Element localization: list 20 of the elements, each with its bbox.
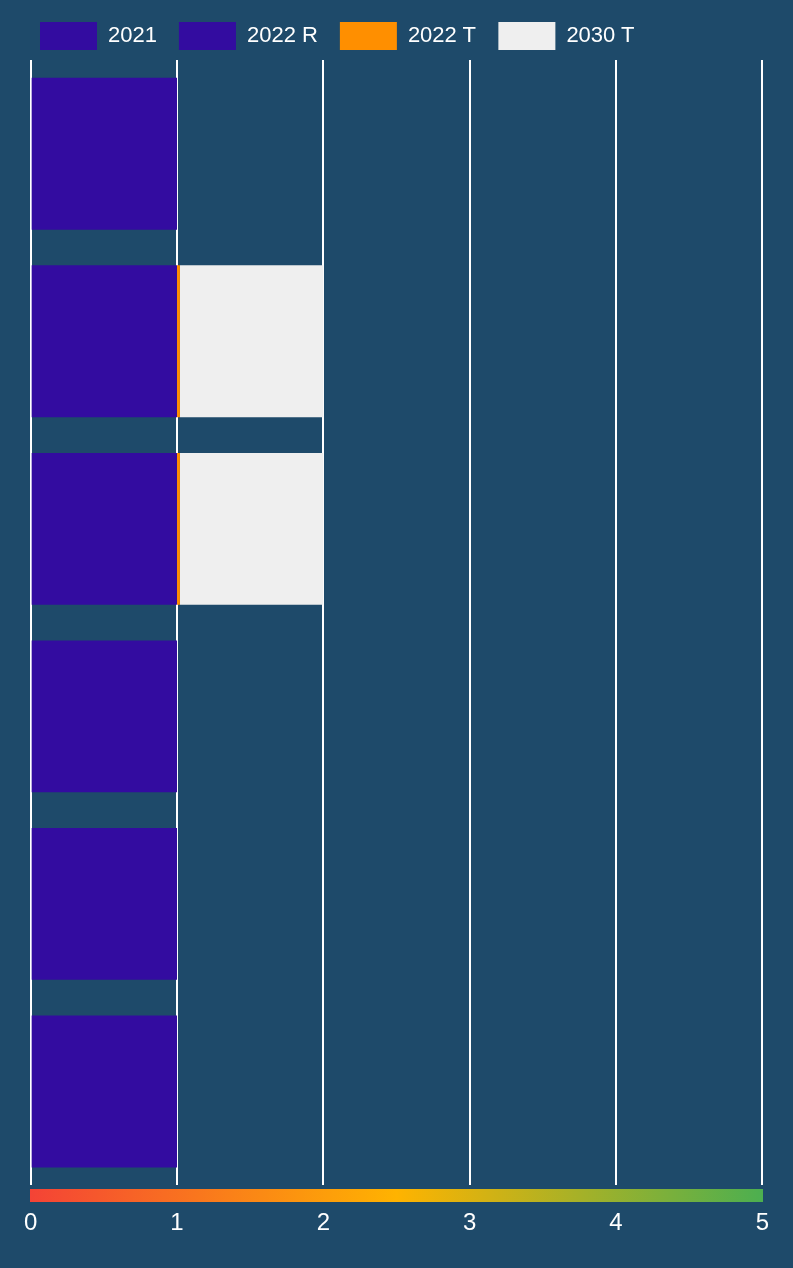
bar [179, 452, 324, 605]
x-tick-label: 3 [462, 1208, 477, 1236]
x-tick-label: 1 [170, 1208, 184, 1236]
bar [177, 452, 180, 605]
bar [31, 77, 177, 230]
bar [31, 265, 177, 418]
bar [179, 265, 324, 418]
legend-label: 2030 T [566, 22, 635, 48]
bar [31, 1015, 177, 1168]
bar [31, 827, 177, 980]
x-tick-label: 0 [23, 1208, 38, 1236]
bar [31, 452, 177, 605]
bar [177, 265, 180, 418]
legend-label: 2022 T [407, 22, 476, 48]
bar [31, 640, 177, 793]
x-tick-label: 5 [755, 1208, 770, 1236]
x-tick-label: 4 [609, 1208, 623, 1236]
legend-label: 2021 [108, 22, 157, 48]
legend-label: 2022 R [246, 22, 318, 48]
x-tick-label: 2 [316, 1208, 331, 1236]
